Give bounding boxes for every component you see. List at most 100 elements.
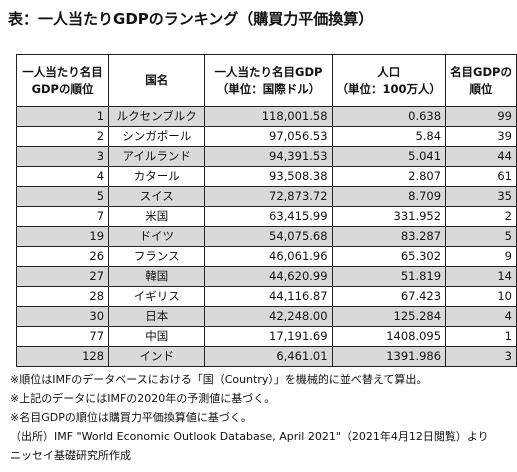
- header-rank-line1: 一人当たり名目: [22, 64, 103, 79]
- footnote: ※上記のデータにはIMFの2020年の予測値に基づく。: [10, 392, 276, 405]
- table-row: 2 シンガポール 97,056.53 5.84 39: [15, 126, 517, 147]
- cell-country: アイルランド: [108, 146, 206, 167]
- table-row: 27 韓国 44,620.99 51.819 14: [15, 266, 517, 287]
- cell-population: 1408.095: [331, 326, 447, 347]
- cell-nominal-rank: 3: [445, 346, 517, 367]
- cell-population: 5.84: [331, 126, 447, 147]
- author-note: ニッセイ基礎研究所作成: [10, 449, 131, 462]
- header-country-line1: 国名: [145, 73, 169, 87]
- header-country: 国名: [108, 54, 206, 107]
- header-nominal-rank: 名目GDPの 順位: [445, 54, 517, 107]
- cell-country: 中国: [108, 326, 206, 347]
- table-row: 7 米国 63,415.99 331.952 2: [15, 206, 517, 227]
- cell-nominal-rank: 35: [445, 186, 517, 207]
- cell-population: 331.952: [331, 206, 447, 227]
- table-body: 1 ルクセンブルク 118,001.58 0.638 99 2 シンガポール 97,056.5…: [15, 106, 517, 367]
- cell-population: 1391.986: [331, 346, 447, 367]
- table-row: 77 中国 17,191.69 1408.095 1: [15, 326, 517, 347]
- cell-rank: 77: [15, 326, 110, 347]
- cell-rank: 3: [15, 146, 110, 167]
- cell-gdp: 42,248.00: [204, 306, 333, 327]
- cell-gdp: 44,116.87: [204, 286, 333, 307]
- gdp-ranking-table: 一人当たり名目 GDPの順位 国名 一人当たり名目GDP （単位：国際ドル） 人…: [15, 54, 517, 367]
- cell-nominal-rank: 44: [445, 146, 517, 167]
- source-note: （出所）IMF "World Economic Outlook Database…: [10, 430, 489, 443]
- cell-population: 51.819: [331, 266, 447, 287]
- cell-nominal-rank: 2: [445, 206, 517, 227]
- cell-nominal-rank: 61: [445, 166, 517, 187]
- cell-population: 83.287: [331, 226, 447, 247]
- footnotes: ※順位はIMFのデータベースにおける「国（Country）」を機械的に並べ替えて…: [10, 370, 489, 465]
- cell-gdp: 94,391.53: [204, 146, 333, 167]
- cell-gdp: 63,415.99: [204, 206, 333, 227]
- header-row: 一人当たり名目 GDPの順位 国名 一人当たり名目GDP （単位：国際ドル） 人…: [15, 54, 517, 107]
- cell-population: 125.284: [331, 306, 447, 327]
- table-row: 3 アイルランド 94,391.53 5.041 44: [15, 146, 517, 167]
- cell-gdp: 72,873.72: [204, 186, 333, 207]
- cell-rank: 27: [15, 266, 110, 287]
- cell-country: フランス: [108, 246, 206, 267]
- cell-population: 2.807: [331, 166, 447, 187]
- table-row: 28 イギリス 44,116.87 67.423 10: [15, 286, 517, 307]
- cell-population: 8.709: [331, 186, 447, 207]
- header-gdp-line2: （単位：国際ドル）: [216, 81, 321, 96]
- cell-nominal-rank: 4: [445, 306, 517, 327]
- cell-country: 日本: [108, 306, 206, 327]
- header-gdp-line1: 一人当たり名目GDP: [214, 64, 323, 79]
- header-rank-line2: GDPの順位: [31, 81, 94, 96]
- cell-rank: 7: [15, 206, 110, 227]
- cell-country: イギリス: [108, 286, 206, 307]
- header-nominal-rank-line1: 名目GDPの: [450, 64, 512, 79]
- cell-nominal-rank: 99: [445, 106, 517, 127]
- cell-population: 0.638: [331, 106, 447, 127]
- cell-rank: 28: [15, 286, 110, 307]
- table-row: 128 インド 6,461.01 1391.986 3: [15, 346, 517, 367]
- cell-country: ドイツ: [108, 226, 206, 247]
- header-population-line2: （単位：100万人）: [336, 81, 442, 96]
- header-gdp: 一人当たり名目GDP （単位：国際ドル）: [204, 54, 333, 107]
- cell-nominal-rank: 9: [445, 246, 517, 267]
- table-row: 26 フランス 46,061.96 65.302 9: [15, 246, 517, 267]
- cell-rank: 4: [15, 166, 110, 187]
- cell-rank: 128: [15, 346, 110, 367]
- cell-gdp: 46,061.96: [204, 246, 333, 267]
- table-title: 表：一人当たりGDPのランキング（購買力平価換算）: [8, 10, 374, 28]
- cell-gdp: 97,056.53: [204, 126, 333, 147]
- cell-population: 67.423: [331, 286, 447, 307]
- footnote: ※順位はIMFのデータベースにおける「国（Country）」を機械的に並べ替えて…: [10, 373, 428, 386]
- cell-gdp: 54,075.68: [204, 226, 333, 247]
- cell-country: シンガポール: [108, 126, 206, 147]
- cell-nominal-rank: 14: [445, 266, 517, 287]
- cell-population: 65.302: [331, 246, 447, 267]
- cell-country: 韓国: [108, 266, 206, 287]
- cell-rank: 1: [15, 106, 110, 127]
- cell-rank: 19: [15, 226, 110, 247]
- cell-country: スイス: [108, 186, 206, 207]
- cell-country: インド: [108, 346, 206, 367]
- cell-country: ルクセンブルク: [108, 106, 206, 127]
- cell-rank: 30: [15, 306, 110, 327]
- header-population: 人口 （単位：100万人）: [331, 54, 447, 107]
- cell-gdp: 93,508.38: [204, 166, 333, 187]
- table-row: 30 日本 42,248.00 125.284 4: [15, 306, 517, 327]
- cell-gdp: 44,620.99: [204, 266, 333, 287]
- footnote: ※名目GDPの順位は購買力平価換算値に基づく。: [10, 411, 252, 424]
- table-row: 4 カタール 93,508.38 2.807 61: [15, 166, 517, 187]
- cell-country: カタール: [108, 166, 206, 187]
- cell-gdp: 17,191.69: [204, 326, 333, 347]
- table-row: 1 ルクセンブルク 118,001.58 0.638 99: [15, 106, 517, 127]
- cell-rank: 26: [15, 246, 110, 267]
- cell-population: 5.041: [331, 146, 447, 167]
- cell-gdp: 118,001.58: [204, 106, 333, 127]
- cell-rank: 5: [15, 186, 110, 207]
- header-rank: 一人当たり名目 GDPの順位: [15, 54, 110, 107]
- cell-nominal-rank: 10: [445, 286, 517, 307]
- table-row: 5 スイス 72,873.72 8.709 35: [15, 186, 517, 207]
- header-population-line1: 人口: [377, 64, 401, 79]
- cell-nominal-rank: 1: [445, 326, 517, 347]
- table-row: 19 ドイツ 54,075.68 83.287 5: [15, 226, 517, 247]
- cell-gdp: 6,461.01: [204, 346, 333, 367]
- cell-country: 米国: [108, 206, 206, 227]
- cell-rank: 2: [15, 126, 110, 147]
